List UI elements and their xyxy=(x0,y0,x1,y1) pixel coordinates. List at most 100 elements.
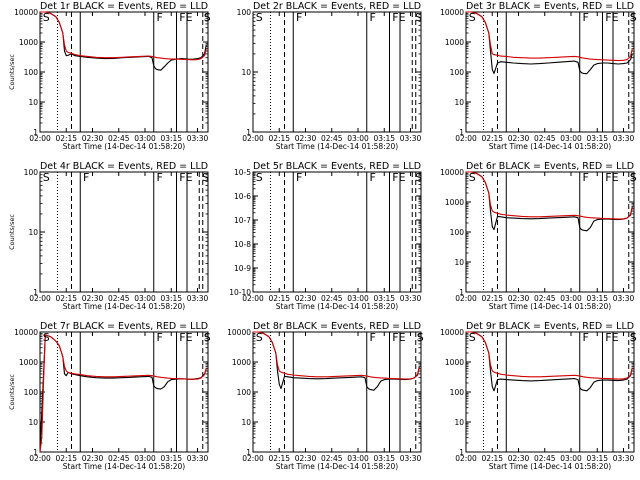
x-tick-label: 03:00 xyxy=(560,134,582,143)
flag-label: F xyxy=(583,11,589,24)
y-tick-label: 10-6 xyxy=(234,192,251,201)
flag-label: S xyxy=(469,171,476,184)
x-tick-label: 03:30 xyxy=(613,134,635,143)
flag-label: FE xyxy=(179,171,192,184)
panel-title: Det 7r BLACK = Events, RED = LLD xyxy=(40,321,208,332)
x-axis-label: Start Time (14-Dec-14 01:58:20) xyxy=(489,462,611,471)
flag-label: F xyxy=(157,331,163,344)
y-tick-label: 1 xyxy=(459,288,464,297)
flag-label: S xyxy=(204,331,211,344)
panel-title: Det 8r BLACK = Events, RED = LLD xyxy=(253,321,421,332)
x-tick-label: 03:15 xyxy=(373,294,395,303)
x-tick-label: 02:15 xyxy=(268,454,290,463)
y-axis-label: Counts/sec xyxy=(8,374,16,410)
x-tick-label: 03:30 xyxy=(613,294,635,303)
y-tick-label: 1 xyxy=(33,288,38,297)
y-tick-label: 10-8 xyxy=(234,240,251,249)
x-tick-label: 02:15 xyxy=(481,294,503,303)
flag-label: FE xyxy=(392,331,405,344)
lld-series-line xyxy=(253,331,420,380)
x-tick-label: 02:45 xyxy=(321,294,343,303)
flag-label: S xyxy=(630,11,637,24)
y-tick-label: 1000 xyxy=(19,358,38,367)
y-tick-label: 1 xyxy=(246,128,251,137)
flag-label: S xyxy=(630,171,637,184)
y-tick-label: 100 xyxy=(237,388,252,397)
plot-frame xyxy=(252,171,422,293)
flag-label: S xyxy=(43,331,50,344)
events-series-line xyxy=(466,11,633,75)
x-tick-label: 02:45 xyxy=(108,294,130,303)
x-tick-label: 03:00 xyxy=(347,134,369,143)
y-axis-label: Counts/sec xyxy=(8,214,16,250)
flag-label: F xyxy=(157,171,163,184)
x-tick-label: 02:30 xyxy=(82,294,104,303)
flag-label: S xyxy=(469,331,476,344)
y-tick-label: 100 xyxy=(450,68,465,77)
panel-title: Det 1r BLACK = Events, RED = LLD xyxy=(40,1,208,12)
chart-panel-8: Det 8r BLACK = Events, RED = LLD 02:00 02:… xyxy=(227,321,424,471)
flag-label: S xyxy=(256,331,263,344)
flag-label: S xyxy=(43,171,50,184)
lld-series-line xyxy=(466,11,633,62)
x-tick-label: 02:45 xyxy=(108,134,130,143)
flag-label: F xyxy=(370,11,376,24)
x-tick-label: 03:30 xyxy=(613,454,635,463)
x-tick-label: 02:15 xyxy=(55,294,77,303)
x-tick-label: 03:30 xyxy=(400,294,422,303)
x-tick-label: 03:15 xyxy=(586,294,608,303)
y-tick-label: 1 xyxy=(459,128,464,137)
chart-panel-1: Det 1r BLACK = Events, RED = LLD 02:00 02:… xyxy=(8,1,211,151)
x-axis-label: Start Time (14-Dec-14 01:58:20) xyxy=(276,302,398,311)
x-tick-label: 02:00 xyxy=(242,134,264,143)
x-tick-label: 02:30 xyxy=(82,454,104,463)
flag-label: S xyxy=(415,11,422,24)
x-tick-label: 03:00 xyxy=(347,294,369,303)
x-tick-label: 02:00 xyxy=(242,454,264,463)
x-tick-label: 02:00 xyxy=(455,294,477,303)
flag-label: FE xyxy=(179,331,192,344)
y-tick-label: 10 xyxy=(454,258,464,267)
flag-label: S xyxy=(469,11,476,24)
y-tick-label: 10-5 xyxy=(234,168,251,177)
x-tick-label: 02:30 xyxy=(508,294,530,303)
flag-label: FE xyxy=(605,331,618,344)
x-tick-label: 02:45 xyxy=(534,454,556,463)
x-tick-label: 02:45 xyxy=(534,134,556,143)
y-tick-label: 1 xyxy=(33,128,38,137)
x-tick-label: 03:00 xyxy=(134,454,156,463)
x-tick-label: 03:15 xyxy=(586,454,608,463)
flag-label: F xyxy=(370,331,376,344)
y-tick-label: 100 xyxy=(24,388,39,397)
x-tick-label: 03:00 xyxy=(560,454,582,463)
flag-label: FE xyxy=(605,171,618,184)
x-tick-label: 02:15 xyxy=(481,454,503,463)
y-axis-label: Counts/sec xyxy=(8,54,16,90)
chart-panel-5: Det 5r BLACK = Events, RED = LLD 02:00 02:… xyxy=(229,161,422,311)
y-tick-label: 10 xyxy=(454,418,464,427)
x-tick-label: 02:45 xyxy=(321,134,343,143)
flag-label: S xyxy=(204,11,211,24)
x-tick-label: 03:30 xyxy=(400,454,422,463)
flag-label: FE xyxy=(605,11,618,24)
flag-label: F xyxy=(583,171,589,184)
x-tick-label: 02:30 xyxy=(508,134,530,143)
flag-label: F xyxy=(157,11,163,24)
y-tick-label: 1000 xyxy=(232,358,251,367)
x-tick-label: 02:30 xyxy=(295,294,317,303)
y-tick-label: 10000 xyxy=(14,328,38,337)
lld-series-line xyxy=(466,171,633,220)
flag-label: S xyxy=(417,331,424,344)
x-tick-label: 03:15 xyxy=(373,134,395,143)
x-tick-label: 03:30 xyxy=(400,134,422,143)
x-tick-label: 02:00 xyxy=(29,454,51,463)
y-tick-label: 10000 xyxy=(14,8,38,17)
flag-label: FE xyxy=(392,11,405,24)
lld-series-line xyxy=(40,11,207,61)
x-axis-label: Start Time (14-Dec-14 01:58:20) xyxy=(276,462,398,471)
y-tick-label: 10 xyxy=(28,98,38,107)
y-tick-label: 100 xyxy=(24,168,39,177)
x-axis-label: Start Time (14-Dec-14 01:58:20) xyxy=(63,462,185,471)
y-tick-label: 10 xyxy=(28,418,38,427)
panel-title: Det 6r BLACK = Events, RED = LLD xyxy=(466,161,634,172)
